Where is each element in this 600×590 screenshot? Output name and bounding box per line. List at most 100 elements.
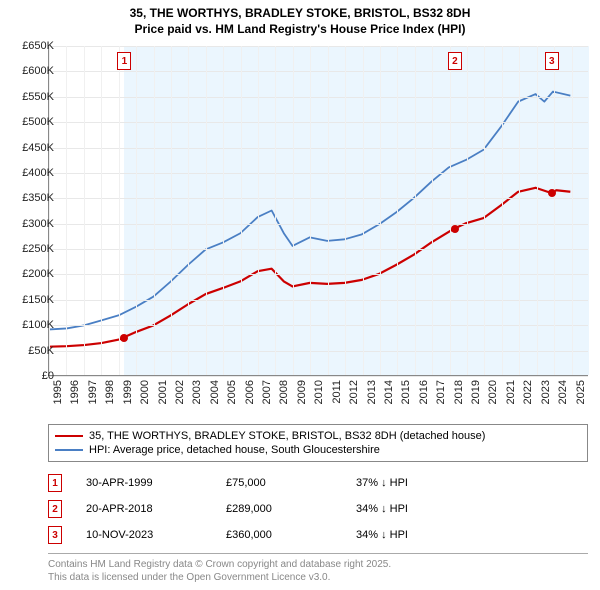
sales-price: £75,000 — [226, 477, 356, 489]
y-axis-label: £450K — [22, 142, 54, 154]
gridline-v — [345, 46, 346, 375]
y-axis-label: £300K — [22, 218, 54, 230]
footer-line-2: This data is licensed under the Open Gov… — [48, 571, 588, 584]
y-axis-label: £50K — [28, 345, 54, 357]
x-axis-label: 2010 — [313, 380, 325, 404]
x-axis-label: 2002 — [174, 380, 186, 404]
gridline-v — [223, 46, 224, 375]
sales-date: 10-NOV-2023 — [86, 529, 226, 541]
sales-diff: 37% ↓ HPI — [356, 477, 476, 489]
gridline-v — [467, 46, 468, 375]
legend-row: 35, THE WORTHYS, BRADLEY STOKE, BRISTOL,… — [55, 429, 581, 443]
y-axis-label: £350K — [22, 192, 54, 204]
x-axis-label: 2013 — [366, 380, 378, 404]
x-axis-label: 2016 — [418, 380, 430, 404]
sales-diff: 34% ↓ HPI — [356, 503, 476, 515]
gridline-h — [49, 300, 588, 301]
x-axis-label: 2006 — [244, 380, 256, 404]
x-axis-label: 2014 — [383, 380, 395, 404]
gridline-h — [49, 325, 588, 326]
x-axis-label: 2022 — [522, 380, 534, 404]
gridline-h — [49, 46, 588, 47]
y-axis-label: £250K — [22, 243, 54, 255]
title-line-1: 35, THE WORTHYS, BRADLEY STOKE, BRISTOL,… — [0, 6, 600, 22]
x-axis-label: 2025 — [575, 380, 587, 404]
legend-swatch — [55, 435, 83, 437]
sale-point-1 — [120, 334, 128, 342]
legend: 35, THE WORTHYS, BRADLEY STOKE, BRISTOL,… — [48, 424, 588, 462]
x-axis-label: 2019 — [470, 380, 482, 404]
gridline-h — [49, 376, 588, 377]
x-axis-label: 2015 — [400, 380, 412, 404]
y-axis-label: £600K — [22, 65, 54, 77]
gridline-v — [154, 46, 155, 375]
title-line-2: Price paid vs. HM Land Registry's House … — [0, 22, 600, 38]
gridline-v — [101, 46, 102, 375]
sale-marker-2: 2 — [448, 52, 462, 70]
x-axis-label: 2024 — [557, 380, 569, 404]
gridline-v — [450, 46, 451, 375]
gridline-v — [363, 46, 364, 375]
sales-date: 30-APR-1999 — [86, 477, 226, 489]
gridline-v — [519, 46, 520, 375]
y-axis-label: £200K — [22, 268, 54, 280]
sales-row-marker: 3 — [48, 526, 62, 544]
legend-label: 35, THE WORTHYS, BRADLEY STOKE, BRISTOL,… — [89, 430, 485, 442]
y-axis-label: £400K — [22, 167, 54, 179]
gridline-h — [49, 148, 588, 149]
x-axis-label: 2011 — [331, 380, 343, 404]
sales-row: 220-APR-2018£289,00034% ↓ HPI — [48, 496, 588, 522]
x-axis-label: 1995 — [52, 380, 64, 404]
chart-container: 35, THE WORTHYS, BRADLEY STOKE, BRISTOL,… — [0, 0, 600, 590]
x-axis-label: 1996 — [69, 380, 81, 404]
gridline-v — [328, 46, 329, 375]
x-axis-label: 2017 — [435, 380, 447, 404]
gridline-h — [49, 122, 588, 123]
footer-attribution: Contains HM Land Registry data © Crown c… — [48, 553, 588, 584]
gridline-h — [49, 198, 588, 199]
gridline-v — [484, 46, 485, 375]
gridline-v — [206, 46, 207, 375]
sales-table: 1 30-APR-1999£75,00037% ↓ HPI 220-APR-2018… — [48, 470, 588, 548]
x-axis-label: 2020 — [487, 380, 499, 404]
gridline-v — [310, 46, 311, 375]
gridline-h — [49, 274, 588, 275]
gridline-v — [275, 46, 276, 375]
x-axis-label: 2018 — [453, 380, 465, 404]
x-axis-label: 1998 — [104, 380, 116, 404]
gridline-h — [49, 173, 588, 174]
sales-row-marker: 1 — [48, 474, 62, 492]
x-axis-label: 2004 — [209, 380, 221, 404]
x-axis-label: 2001 — [157, 380, 169, 404]
y-axis-label: £500K — [22, 116, 54, 128]
gridline-h — [49, 224, 588, 225]
x-axis-label: 2005 — [226, 380, 238, 404]
gridline-v — [66, 46, 67, 375]
sale-point-3 — [548, 189, 556, 197]
gridline-v — [380, 46, 381, 375]
gridline-h — [49, 97, 588, 98]
gridline-v — [188, 46, 189, 375]
gridline-v — [171, 46, 172, 375]
gridline-v — [432, 46, 433, 375]
sale-marker-3: 3 — [545, 52, 559, 70]
gridline-v — [572, 46, 573, 375]
gridline-v — [397, 46, 398, 375]
x-axis-label: 2021 — [505, 380, 517, 404]
sales-row: 1 30-APR-1999£75,00037% ↓ HPI — [48, 470, 588, 496]
gridline-v — [554, 46, 555, 375]
x-axis-label: 2023 — [540, 380, 552, 404]
gridline-v — [415, 46, 416, 375]
sales-row-marker: 2 — [48, 500, 62, 518]
y-axis-label: £150K — [22, 294, 54, 306]
x-axis-label: 2008 — [278, 380, 290, 404]
gridline-h — [49, 249, 588, 250]
gridline-v — [84, 46, 85, 375]
legend-swatch — [55, 449, 83, 451]
x-axis-label: 2012 — [348, 380, 360, 404]
sales-price: £289,000 — [226, 503, 356, 515]
gridline-v — [119, 46, 120, 375]
gridline-v — [258, 46, 259, 375]
x-axis-label: 1997 — [87, 380, 99, 404]
plot-area: 123 — [48, 46, 588, 376]
